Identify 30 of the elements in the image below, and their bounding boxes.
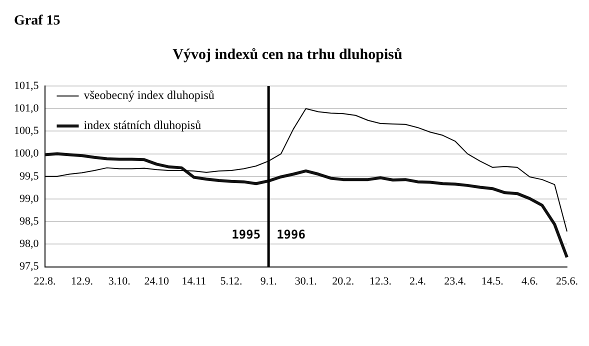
x-tick-label: 4.6. (521, 275, 538, 288)
annotation: 1995 (232, 227, 261, 242)
x-tick-label: 25.6. (556, 275, 578, 288)
x-tick-label: 23.4. (444, 275, 466, 288)
x-tick-label: 22.8. (34, 275, 56, 288)
x-tick-label: 14.11 (182, 275, 206, 288)
text: Graf 15 (14, 14, 60, 29)
x-tick-label: 12.9. (71, 275, 94, 288)
x-tick-label: 30.1. (294, 275, 318, 288)
x-tick-label: 20.2. (332, 275, 354, 288)
x-tick-label: 5.12. (220, 275, 243, 288)
x-tick-label: 14.5. (481, 275, 504, 288)
y-tick-label: 99,5 (20, 170, 40, 182)
y-tick-label: 101,5 (14, 80, 40, 92)
legend-label: všeobecný index dluhopisů (84, 88, 214, 102)
y-tick-label: 100,5 (14, 125, 40, 138)
y-tick-label: 98,0 (20, 238, 40, 250)
y-tick-label: 100,0 (14, 148, 40, 160)
x-tick-label: 9.1. (260, 275, 278, 288)
x-tick-label: 3.10. (108, 275, 131, 288)
x-tick-label: 12.3. (369, 275, 392, 288)
y-tick-label: 98,5 (20, 215, 40, 228)
y-tick-label: 101,0 (14, 102, 40, 114)
x-tick-label: 24.10 (144, 275, 170, 288)
y-tick-label: 97,5 (20, 260, 40, 273)
x-tick-label: 2.4. (410, 275, 426, 288)
legend-label: index státních dluhopisů (84, 118, 202, 132)
y-tick-label: 99,0 (20, 192, 40, 205)
annotation: 1996 (276, 227, 306, 242)
chart-title: Vývoj indexů cen na trhu dluhopisů (172, 46, 402, 63)
